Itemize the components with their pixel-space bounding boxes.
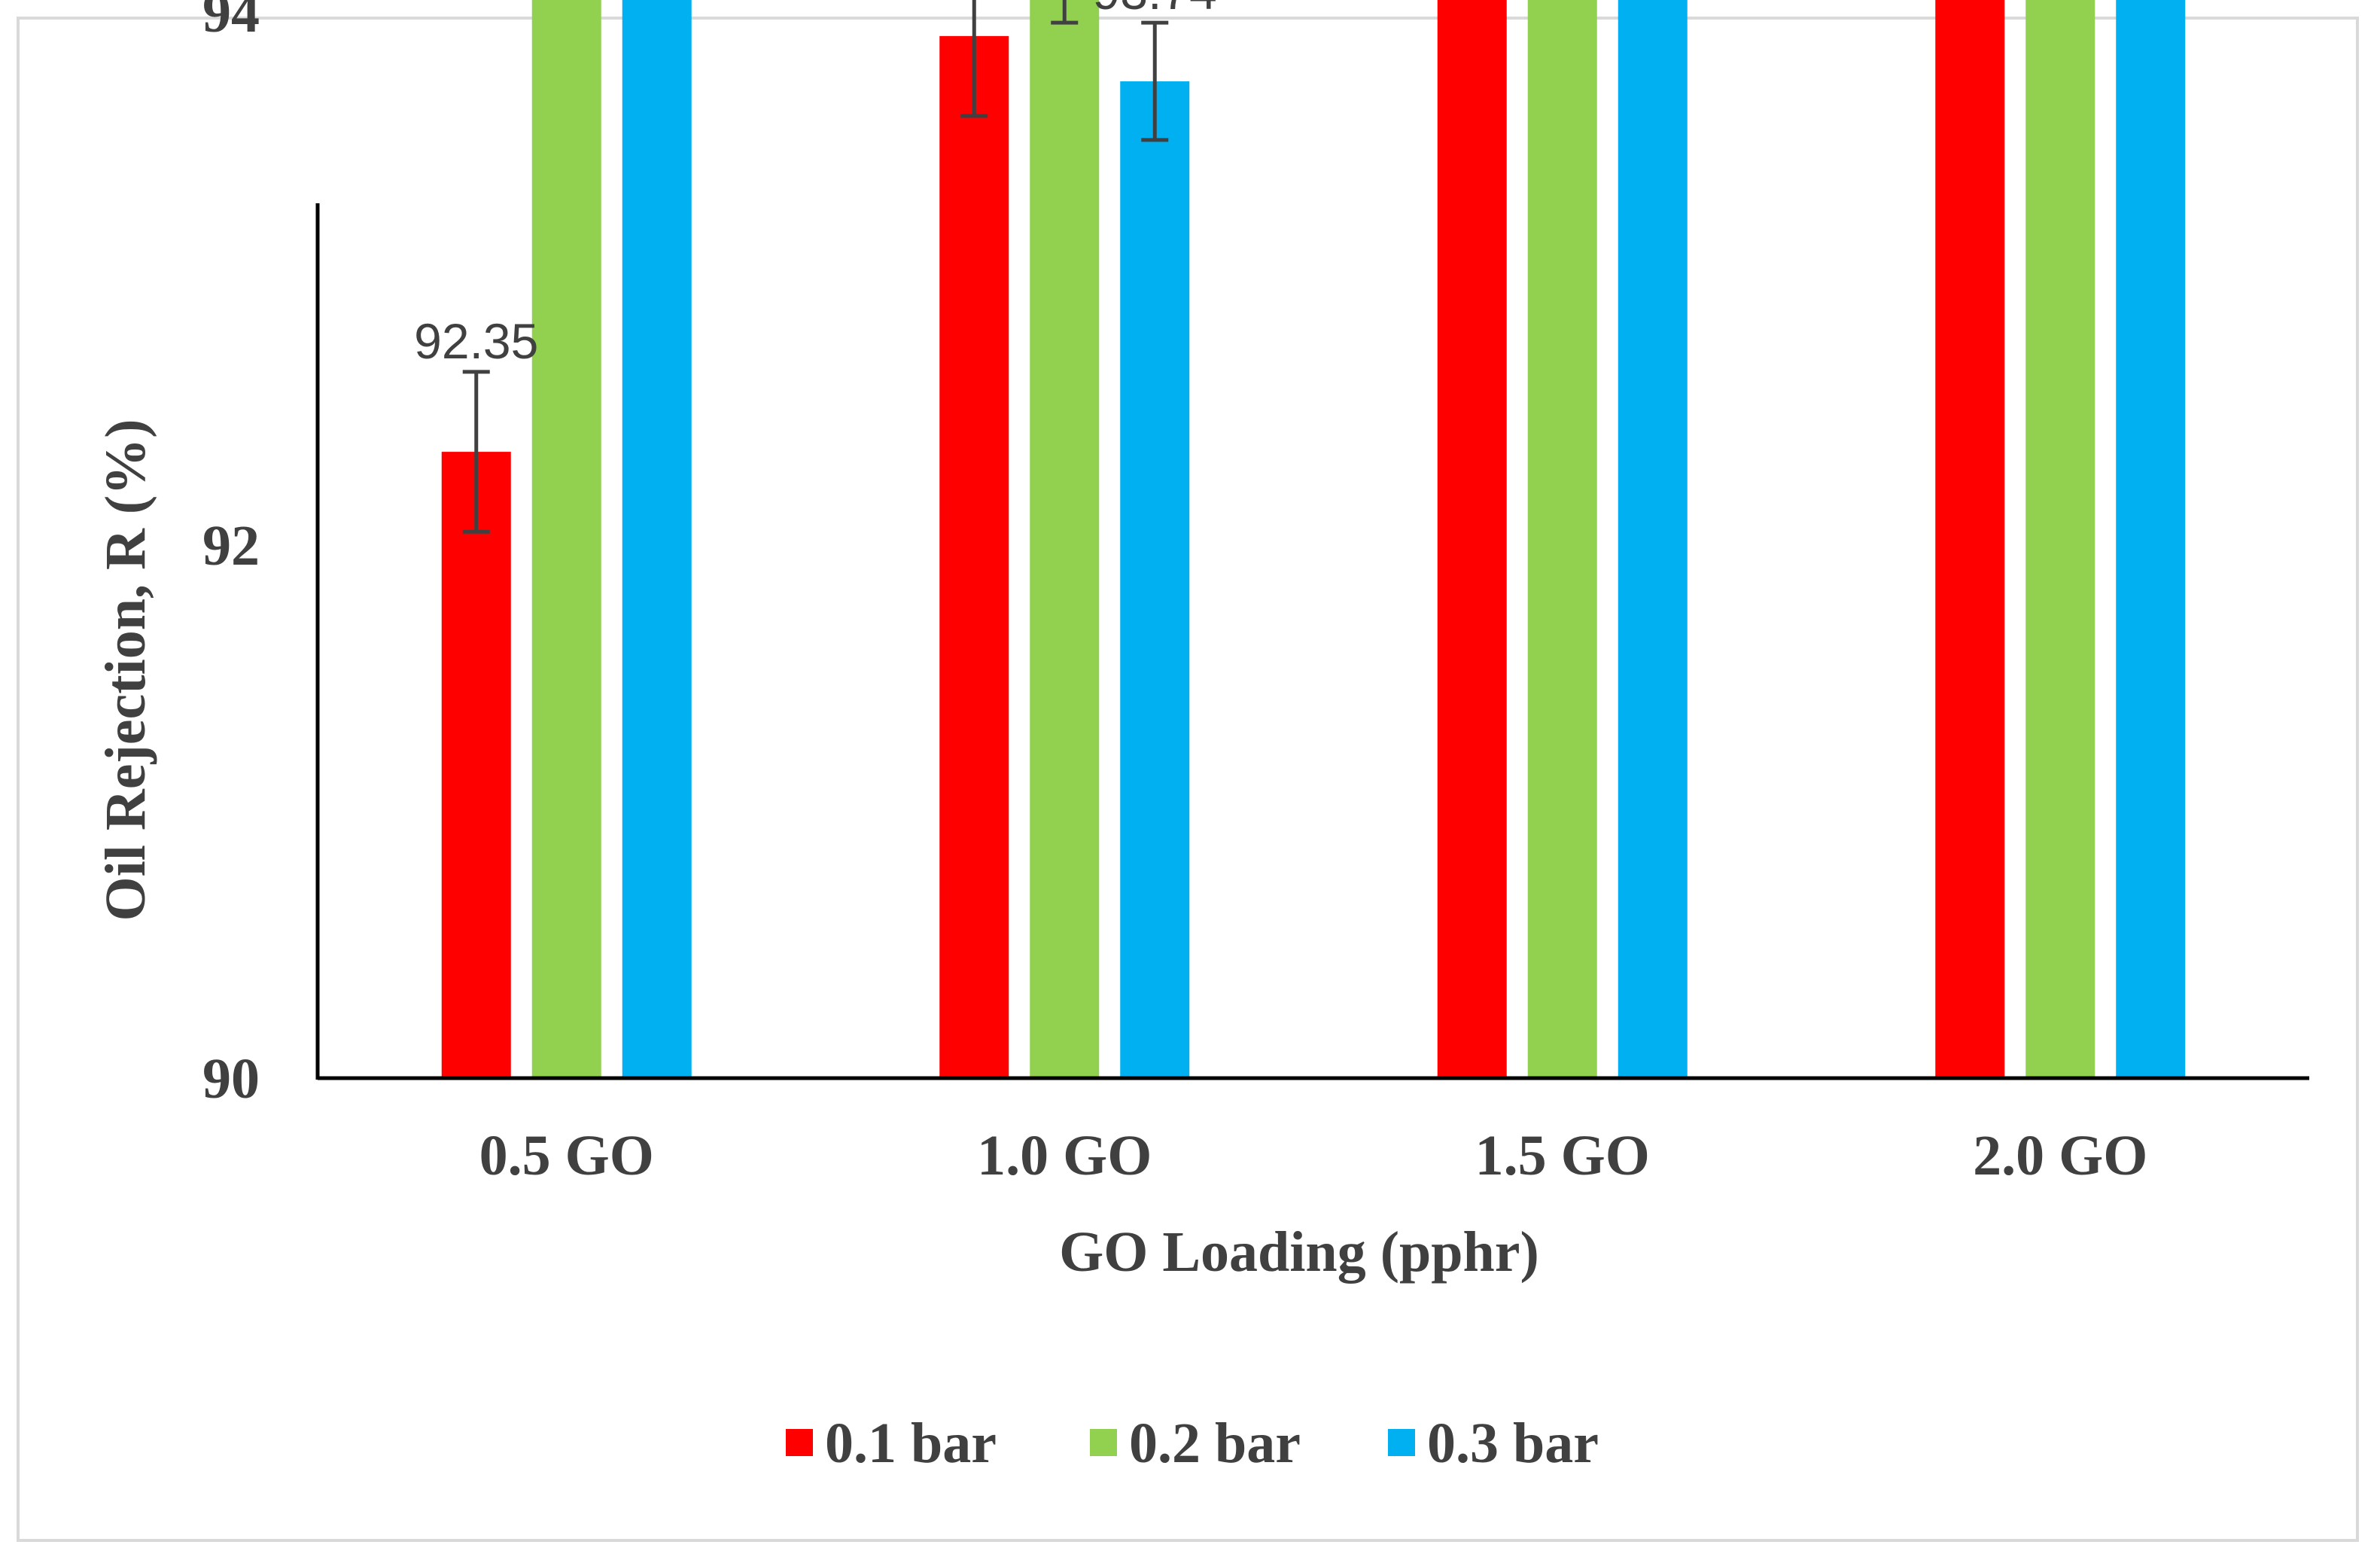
error-bars-layer <box>462 0 1169 534</box>
legend: 0.1 bar 0.2 bar 0.3 bar <box>786 1412 1599 1475</box>
bars-layer <box>441 0 2186 1079</box>
error-bar <box>1141 20 1169 142</box>
y-tick-labels-layer: 90929496 <box>202 0 260 1111</box>
x-tick-label: 1.5 GO <box>1475 1124 1650 1187</box>
legend-swatch <box>1090 1429 1117 1456</box>
bar-0.2-bar-1.0-GO <box>1030 0 1100 1079</box>
bar-0.1-bar-1.0-GO <box>939 35 1009 1079</box>
bar-0.3-bar-0.5-GO <box>622 0 692 1078</box>
bar-0.2-bar-2.0-GO <box>2025 0 2095 1078</box>
data-label: 92.35 <box>414 313 538 369</box>
bar-0.2-bar-0.5-GO <box>531 0 601 1078</box>
x-tick-label: 2.0 GO <box>1973 1124 2147 1187</box>
y-tick-label: 92 <box>202 514 260 577</box>
data-labels-layer: 92.3593.9194.4395.7094.9994.2694.5995.30… <box>414 0 1217 369</box>
x-tick-label: 1.0 GO <box>977 1124 1152 1187</box>
legend-swatch <box>1388 1429 1415 1456</box>
bar-0.1-bar-2.0-GO <box>1935 0 2005 1079</box>
bar-0.2-bar-1.5-GO <box>1527 0 1597 1078</box>
axes-layer <box>315 203 2309 1080</box>
legend-label: 0.2 bar <box>1129 1412 1301 1475</box>
y-tick-label: 90 <box>202 1047 260 1111</box>
error-bar <box>1051 0 1079 25</box>
bar-0.1-bar-0.5-GO <box>441 452 511 1078</box>
bar-0.3-bar-2.0-GO <box>2116 0 2186 1079</box>
error-bar <box>960 0 988 118</box>
data-label: 93.74 <box>1093 0 1217 20</box>
x-tick-label: 0.5 GO <box>479 1124 654 1187</box>
legend-label: 0.1 bar <box>825 1412 997 1475</box>
error-bar <box>462 370 490 534</box>
x-axis-title: GO Loading (pphr) <box>1059 1220 1539 1284</box>
y-tick-label: 94 <box>202 0 260 44</box>
bar-0.3-bar-1.5-GO <box>1618 0 1688 1078</box>
legend-swatch <box>786 1429 813 1456</box>
bar-0.1-bar-1.5-GO <box>1437 0 1507 1078</box>
legend-label: 0.3 bar <box>1427 1412 1599 1475</box>
legend-item-0.3-bar: 0.3 bar <box>1388 1412 1599 1475</box>
bar-0.3-bar-1.0-GO <box>1120 81 1190 1078</box>
legend-item-0.2-bar: 0.2 bar <box>1090 1412 1301 1475</box>
x-tick-labels-layer: 0.5 GO 1.0 GO 1.5 GO 2.0 GO <box>479 1124 2148 1187</box>
legend-item-0.1-bar: 0.1 bar <box>786 1412 997 1475</box>
y-axis-title: Oil Rejection, R (%) <box>94 419 157 922</box>
